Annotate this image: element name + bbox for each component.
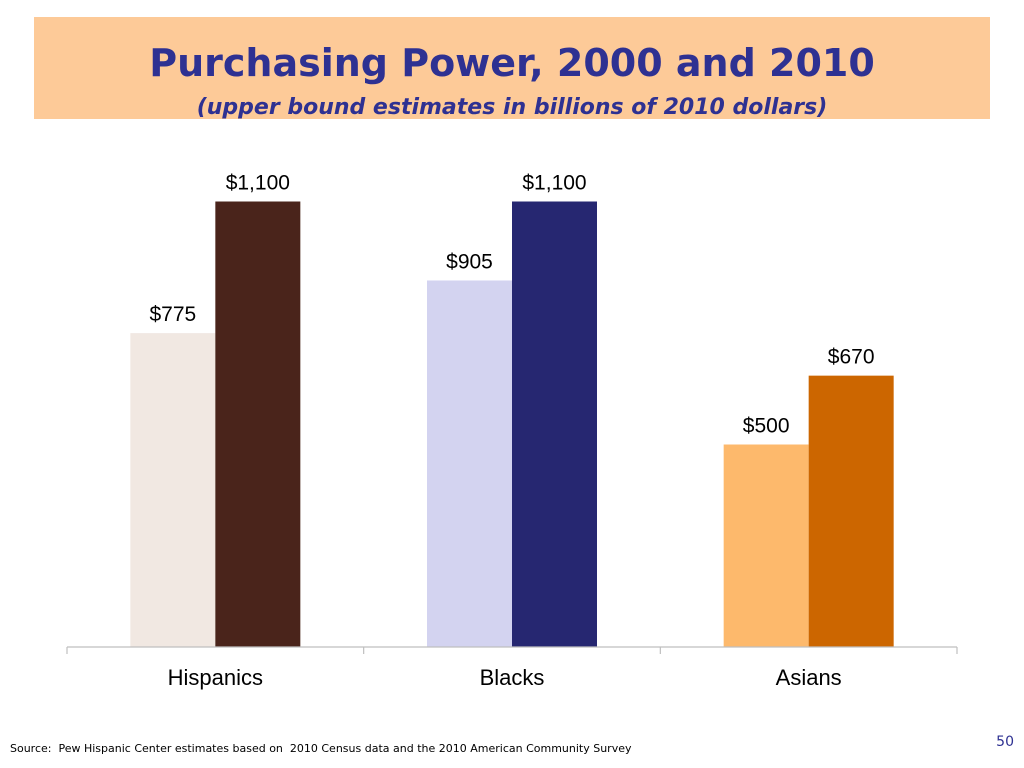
data-label: $670 xyxy=(828,346,875,369)
data-label: $500 xyxy=(743,415,790,438)
bar-blacks-first xyxy=(427,280,512,647)
bar-asians-first xyxy=(723,444,809,647)
data-label: $1,100 xyxy=(226,172,290,195)
source-note: Source: Pew Hispanic Center estimates ba… xyxy=(10,742,632,755)
bar-asians-second xyxy=(808,375,894,647)
slide-subtitle: (upper bound estimates in billions of 20… xyxy=(196,95,828,120)
page-number: 50 xyxy=(996,734,1014,750)
data-label: $905 xyxy=(446,250,493,273)
slide-title: Purchasing Power, 2000 and 2010 xyxy=(149,41,875,85)
category-label: Blacks xyxy=(480,665,545,690)
bar-blacks-second xyxy=(512,201,597,647)
category-label: Asians xyxy=(776,665,842,690)
category-label: Hispanics xyxy=(168,665,263,690)
data-label: $775 xyxy=(149,303,196,326)
bar-hispanics-first xyxy=(130,333,216,647)
title-banner: Purchasing Power, 2000 and 2010 (upper b… xyxy=(34,17,990,120)
data-label: $1,100 xyxy=(522,172,586,195)
bar-hispanics-second xyxy=(215,201,301,647)
